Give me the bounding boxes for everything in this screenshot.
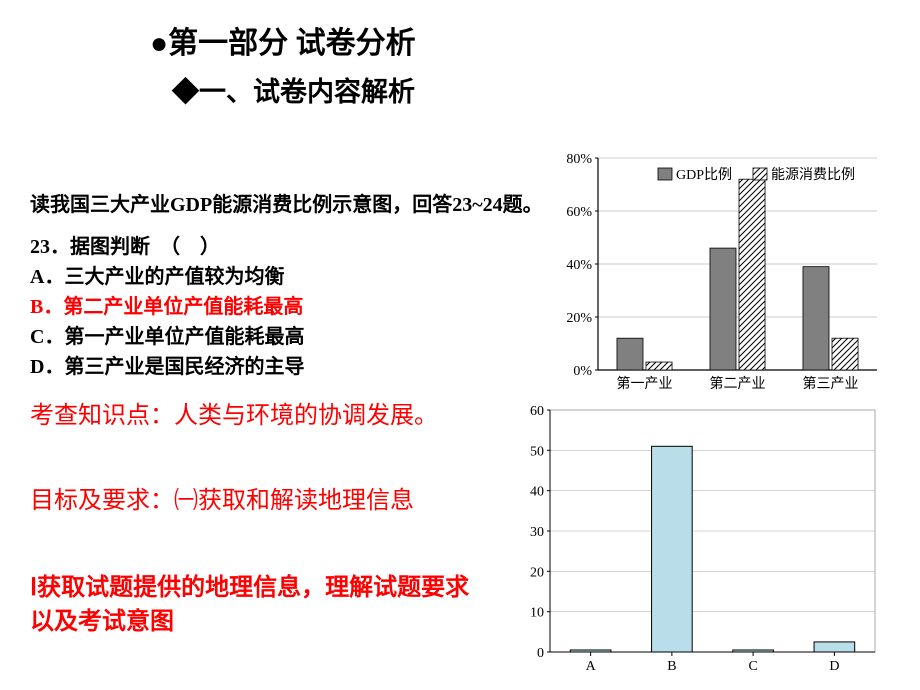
q23-option-a: A．三大产业的产值较为均衡 [30,262,304,292]
answer-distribution-chart: 0 10 20 30 40 50 60 A B C D [510,400,890,680]
svg-text:20: 20 [530,565,544,580]
q23-option-d: D．第三产业是国民经济的主导 [30,352,304,382]
svg-text:60: 60 [530,404,544,419]
svg-text:60%: 60% [566,205,592,220]
svg-text:0%: 0% [573,364,592,379]
svg-text:第二产业: 第二产业 [710,375,766,392]
svg-text:能源消费比例: 能源消费比例 [771,167,855,183]
question-23: 23．据图判断 （ ） A．三大产业的产值较为均衡 B．第二产业单位产值能耗最高… [30,232,304,382]
svg-text:B: B [667,659,676,674]
svg-text:C: C [748,659,757,674]
svg-text:30: 30 [530,525,544,540]
section-header-2: ◆一、试卷内容解析 [172,70,415,109]
svg-text:80%: 80% [566,152,592,167]
svg-text:10: 10 [530,606,544,621]
q23-option-c: C．第一产业单位产值能耗最高 [30,322,304,352]
requirement-text: Ⅰ获取试题提供的地理信息，理解试题要求以及考试意图 [30,572,490,639]
q23-option-b: B．第二产业单位产值能耗最高 [30,292,304,322]
svg-text:第三产业: 第三产业 [803,375,859,392]
svg-text:A: A [586,659,597,674]
question-prompt: 读我国三大产业GDP能源消费比例示意图，回答23~24题。 [30,188,570,217]
svg-text:D: D [829,659,839,674]
svg-text:40: 40 [530,485,544,500]
q23-stem: 23．据图判断 （ ） [30,232,304,262]
svg-text:50: 50 [530,444,544,459]
svg-text:第一产业: 第一产业 [617,375,673,392]
svg-text:40%: 40% [566,258,592,273]
knowledge-point: 考查知识点：人类与环境的协调发展。 [30,400,490,434]
objective-text: 目标及要求：㈠获取和解读地理信息 [30,485,490,519]
svg-text:0: 0 [537,646,544,661]
svg-text:20%: 20% [566,311,592,326]
section-header-1: ●第一部分 试卷分析 [150,18,416,62]
svg-text:GDP比例: GDP比例 [676,167,732,183]
gdp-energy-chart: 0% 20% 40% 60% 80% 第一产业 第二产业 第三产业 GDP比例 能源消费比例 [550,150,885,400]
